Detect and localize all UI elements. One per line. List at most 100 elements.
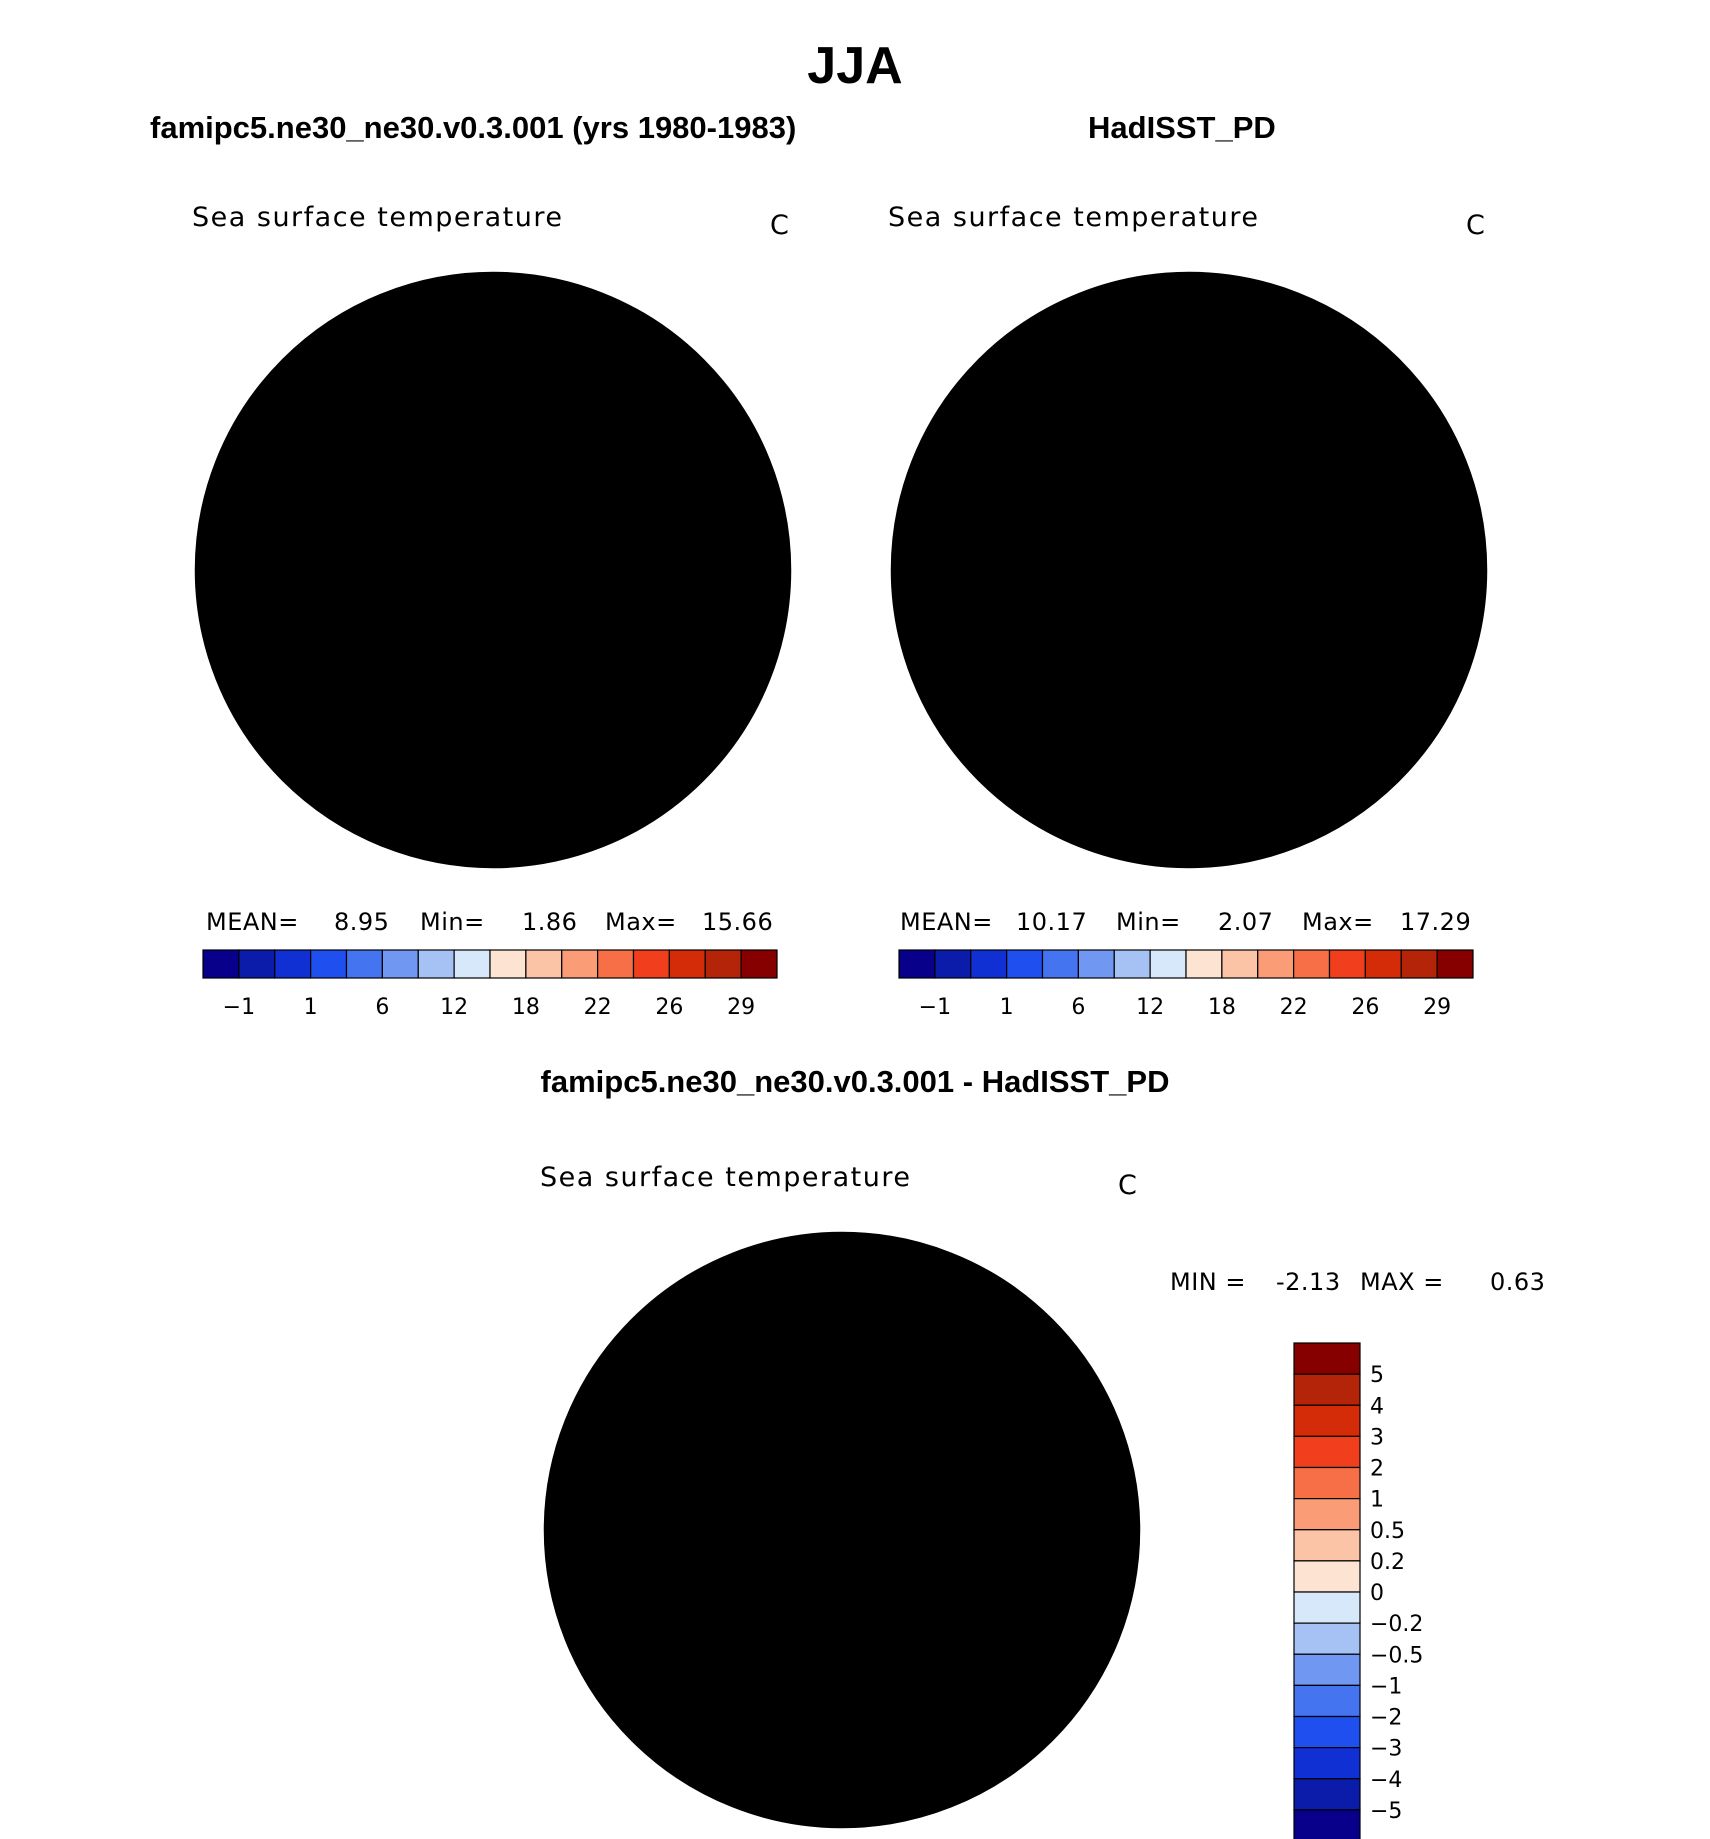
colorbar-swatch: [417, 949, 455, 979]
panel-2-mean-label: MEAN=: [900, 908, 993, 936]
map-panel-3: [545, 1233, 1139, 1827]
map-panel-1: [196, 273, 790, 867]
panel-2-title: HadISST_PD: [1088, 110, 1276, 145]
colorbar-tick-label: 26: [1351, 995, 1379, 1020]
colorbar-tick-label: 12: [1136, 995, 1164, 1020]
colorbar-tick-label: 22: [1280, 995, 1308, 1020]
colorbar-swatch: [1293, 1560, 1361, 1593]
colorbar-tick-label: 0.5: [1370, 1519, 1405, 1544]
panel-1-mean-value: 8.95: [334, 908, 390, 936]
colorbar-swatch: [1293, 1591, 1361, 1624]
map-border: [194, 271, 792, 869]
panel-2-variable-label: Sea surface temperature: [888, 202, 1260, 233]
coastlines: [545, 1233, 1133, 1827]
colorbar-swatch: [597, 949, 635, 979]
panel-3-variable-label: Sea surface temperature: [540, 1162, 912, 1193]
colorbar-tick-label: 3: [1370, 1425, 1384, 1450]
colorbar-swatch: [668, 949, 706, 979]
colorbar-swatch: [561, 949, 599, 979]
panel-1-title: famipc5.ne30_ne30.v0.3.001 (yrs 1980-198…: [150, 110, 797, 145]
colorbar-swatch: [1293, 1778, 1361, 1811]
colorbar-swatch: [740, 949, 778, 979]
colorbar-swatch: [381, 949, 419, 979]
colorbar-swatch: [1293, 1684, 1361, 1718]
colorbar-tick-label: 0: [1370, 1581, 1384, 1606]
colorbar-swatch: [1293, 1809, 1361, 1839]
colorbar-tick-label: 12: [440, 995, 468, 1020]
panel-1-max-value: 15.66: [702, 908, 774, 936]
colorbar-swatch: [934, 949, 972, 979]
colorbar-tick-label: 2: [1370, 1457, 1384, 1482]
colorbar-swatch: [453, 949, 491, 979]
colorbar-tick-label: 0.2: [1370, 1550, 1405, 1575]
panel-1-units-label: C: [770, 210, 791, 241]
colorbar-tick-label: 1: [1370, 1488, 1384, 1513]
colorbar-swatch: [489, 949, 527, 979]
colorbar-tick-label: −4: [1370, 1768, 1402, 1793]
panel-1-variable-label: Sea surface temperature: [192, 202, 564, 233]
colorbar-panel-1: −1 1 6 12 18 22 26 29: [202, 949, 778, 1020]
colorbar-tick-label: −1: [919, 995, 951, 1020]
colorbar-swatch: [704, 949, 742, 979]
panel-3-units-label: C: [1118, 1170, 1139, 1201]
colorbar-swatch: [1077, 949, 1115, 979]
colorbar-panel-2: −1 1 6 12 18 22 26 29: [898, 949, 1474, 1020]
colorbar-swatch: [632, 949, 670, 979]
colorbar-tick-label: 18: [1208, 995, 1236, 1020]
colorbar-tick-label: 1: [304, 995, 318, 1020]
panel-1-min-label: Min=: [420, 908, 485, 936]
colorbar-swatch: [1293, 1466, 1361, 1500]
colorbar-swatch: [1293, 949, 1331, 979]
map-panel-2: [892, 273, 1486, 867]
colorbar-tick-label: 6: [1071, 995, 1085, 1020]
colorbar-tick-label: −1: [223, 995, 255, 1020]
colorbar-tick-label: −2: [1370, 1706, 1402, 1731]
colorbar-swatch: [1293, 1622, 1361, 1655]
colorbar-swatch: [1293, 1498, 1361, 1531]
colorbar-tick-label: 6: [375, 995, 389, 1020]
colorbar-tick-label: 26: [655, 995, 683, 1020]
panel-3-max-value: 0.63: [1490, 1268, 1546, 1296]
colorbar-tick-label: −0.5: [1370, 1643, 1423, 1668]
panel-2-max-label: Max=: [1302, 908, 1374, 936]
colorbar-swatch: [1400, 949, 1438, 979]
colorbar-swatch: [1221, 949, 1259, 979]
colorbar-swatch: [310, 949, 348, 979]
colorbar-tick-label: 1: [1000, 995, 1014, 1020]
colorbar-swatch: [525, 949, 563, 979]
colorbar-swatch: [1293, 1653, 1361, 1686]
panel-2-min-value: 2.07: [1218, 908, 1274, 936]
colorbar-tick-label: 29: [727, 995, 755, 1020]
colorbar-swatch: [202, 949, 240, 979]
panel-2-min-label: Min=: [1116, 908, 1181, 936]
panel-3-min-value: -2.13: [1276, 1268, 1341, 1296]
colorbar-tick-label: −0.2: [1370, 1612, 1423, 1637]
colorbar-tick-label: −3: [1370, 1737, 1402, 1762]
colorbar-swatch: [1436, 949, 1474, 979]
panel-3-min-label: MIN =: [1170, 1268, 1246, 1296]
colorbar-tick-label: 5: [1370, 1363, 1384, 1388]
colorbar-swatch: [274, 949, 312, 979]
panel-1-max-label: Max=: [605, 908, 677, 936]
colorbar-swatch: [1293, 1404, 1361, 1437]
coastlines: [892, 273, 1480, 867]
colorbar-swatch: [898, 949, 936, 979]
map-border: [543, 1231, 1141, 1829]
page-title: JJA: [807, 37, 903, 95]
colorbar-panel-3: 5 4 3 2 1 0.5 0.2 0 −0.2 −0.5 −1 −2 −3 −4 −5: [1293, 1342, 1423, 1839]
map-border: [890, 271, 1488, 869]
colorbar-swatch: [1113, 949, 1151, 979]
colorbar-swatch: [1328, 949, 1366, 979]
colorbar-tick-label: 22: [584, 995, 612, 1020]
coastlines: [196, 273, 784, 867]
colorbar-swatch: [1006, 949, 1044, 979]
panel-3-max-label: MAX =: [1360, 1268, 1444, 1296]
panel-2-mean-value: 10.17: [1016, 908, 1088, 936]
panel-2-units-label: C: [1466, 210, 1487, 241]
colorbar-swatch: [1293, 1435, 1361, 1469]
panel-3-title: famipc5.ne30_ne30.v0.3.001 - HadISST_PD: [540, 1064, 1170, 1099]
colorbar-swatch: [1149, 949, 1187, 979]
panel-2-max-value: 17.29: [1400, 908, 1472, 936]
colorbar-tick-label: −1: [1370, 1674, 1402, 1699]
